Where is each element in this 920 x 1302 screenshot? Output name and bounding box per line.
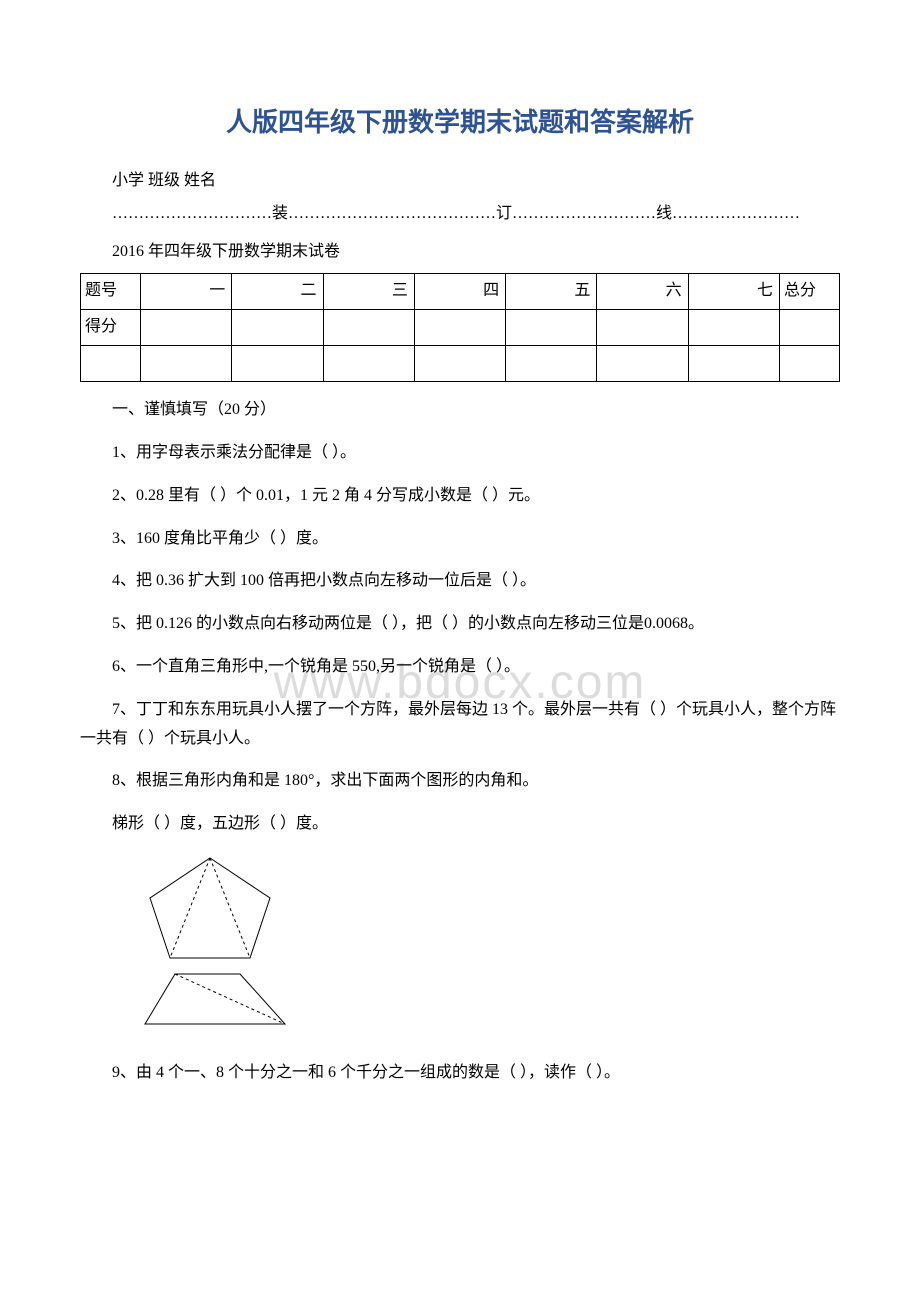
score-cell (141, 310, 232, 346)
score-cell (597, 310, 688, 346)
score-cell (323, 310, 414, 346)
empty-cell (141, 346, 232, 382)
score-cell (506, 310, 597, 346)
col-header: 三 (323, 274, 414, 310)
pentagon-diagonal (170, 858, 210, 958)
shapes-container (140, 853, 840, 1029)
col-header: 二 (232, 274, 323, 310)
empty-cell (232, 346, 323, 382)
page-content: 人版四年级下册数学期末试题和答案解析 小学 班级 姓名 …………………………装…… (80, 100, 840, 1088)
empty-cell (414, 346, 505, 382)
question-8a: 8、根据三角形内角和是 180°，求出下面两个图形的内角和。 (80, 767, 840, 796)
row-label: 得分 (81, 310, 141, 346)
question-4: 4、把 0.36 扩大到 100 倍再把小数点向左移动一位后是（ ）。 (80, 567, 840, 596)
empty-cell (506, 346, 597, 382)
table-row: 得分 (81, 310, 840, 346)
empty-cell (688, 346, 779, 382)
exam-subtitle: 2016 年四年级下册数学期末试卷 (80, 238, 840, 267)
score-cell-total (780, 310, 840, 346)
col-header-total: 总分 (780, 274, 840, 310)
question-2: 2、0.28 里有（ ）个 0.01，1 元 2 角 4 分写成小数是（ ）元。 (80, 482, 840, 511)
empty-cell (780, 346, 840, 382)
col-header: 一 (141, 274, 232, 310)
question-9: 9、由 4 个一、8 个十分之一和 6 个千分之一组成的数是（ ），读作（ ）。 (80, 1059, 840, 1088)
score-cell (414, 310, 505, 346)
row-label: 题号 (81, 274, 141, 310)
pentagon-outline (150, 858, 270, 958)
col-header: 四 (414, 274, 505, 310)
question-1: 1、用字母表示乘法分配律是（ ）。 (80, 439, 840, 468)
table-row (81, 346, 840, 382)
empty-cell (597, 346, 688, 382)
pentagon-shape (140, 853, 280, 963)
score-table: 题号 一 二 三 四 五 六 七 总分 得分 (80, 273, 840, 382)
pentagon-diagonal (210, 858, 250, 958)
trapezoid-diagonal (175, 974, 285, 1024)
question-6: 6、一个直角三角形中,一个锐角是 550,另一个锐角是（ ）。 (80, 653, 840, 682)
question-5: 5、把 0.126 的小数点向右移动两位是（ ），把（ ）的小数点向左移动三位是… (80, 610, 840, 639)
question-8b: 梯形（ ）度，五边形（ ）度。 (80, 810, 840, 839)
trapezoid-outline (145, 974, 285, 1024)
col-header: 六 (597, 274, 688, 310)
table-row: 题号 一 二 三 四 五 六 七 总分 (81, 274, 840, 310)
score-cell (688, 310, 779, 346)
score-cell (232, 310, 323, 346)
trapezoid-shape (140, 969, 290, 1029)
page-title: 人版四年级下册数学期末试题和答案解析 (80, 100, 840, 147)
binding-line: …………………………装…………………………………订………………………线……………… (80, 200, 840, 229)
section-heading: 一、谨慎填写（20 分） (80, 396, 840, 425)
question-3: 3、160 度角比平角少（ ）度。 (80, 525, 840, 554)
col-header: 五 (506, 274, 597, 310)
school-class-name-line: 小学 班级 姓名 (80, 167, 840, 196)
empty-cell (323, 346, 414, 382)
question-7: 7、丁丁和东东用玩具小人摆了一个方阵，最外层每边 13 个。最外层一共有（ ）个… (80, 696, 840, 754)
col-header: 七 (688, 274, 779, 310)
empty-cell (81, 346, 141, 382)
